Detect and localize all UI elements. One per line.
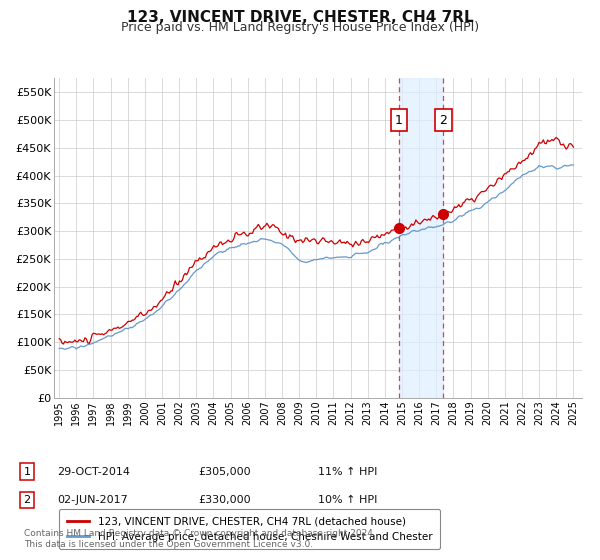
Text: 2: 2 — [23, 495, 31, 505]
Text: 1: 1 — [23, 466, 31, 477]
Legend: 123, VINCENT DRIVE, CHESTER, CH4 7RL (detached house), HPI: Average price, detac: 123, VINCENT DRIVE, CHESTER, CH4 7RL (de… — [59, 509, 440, 549]
Text: £305,000: £305,000 — [198, 466, 251, 477]
Text: 02-JUN-2017: 02-JUN-2017 — [57, 495, 128, 505]
Text: Contains HM Land Registry data © Crown copyright and database right 2024.
This d: Contains HM Land Registry data © Crown c… — [24, 529, 376, 549]
Bar — [399, 78, 443, 398]
Text: 123, VINCENT DRIVE, CHESTER, CH4 7RL: 123, VINCENT DRIVE, CHESTER, CH4 7RL — [127, 10, 473, 25]
Text: 1: 1 — [395, 114, 403, 127]
Text: 11% ↑ HPI: 11% ↑ HPI — [318, 466, 377, 477]
Text: Price paid vs. HM Land Registry's House Price Index (HPI): Price paid vs. HM Land Registry's House … — [121, 21, 479, 34]
Text: £330,000: £330,000 — [198, 495, 251, 505]
Text: 2: 2 — [440, 114, 448, 127]
Text: 29-OCT-2014: 29-OCT-2014 — [57, 466, 130, 477]
Text: 10% ↑ HPI: 10% ↑ HPI — [318, 495, 377, 505]
